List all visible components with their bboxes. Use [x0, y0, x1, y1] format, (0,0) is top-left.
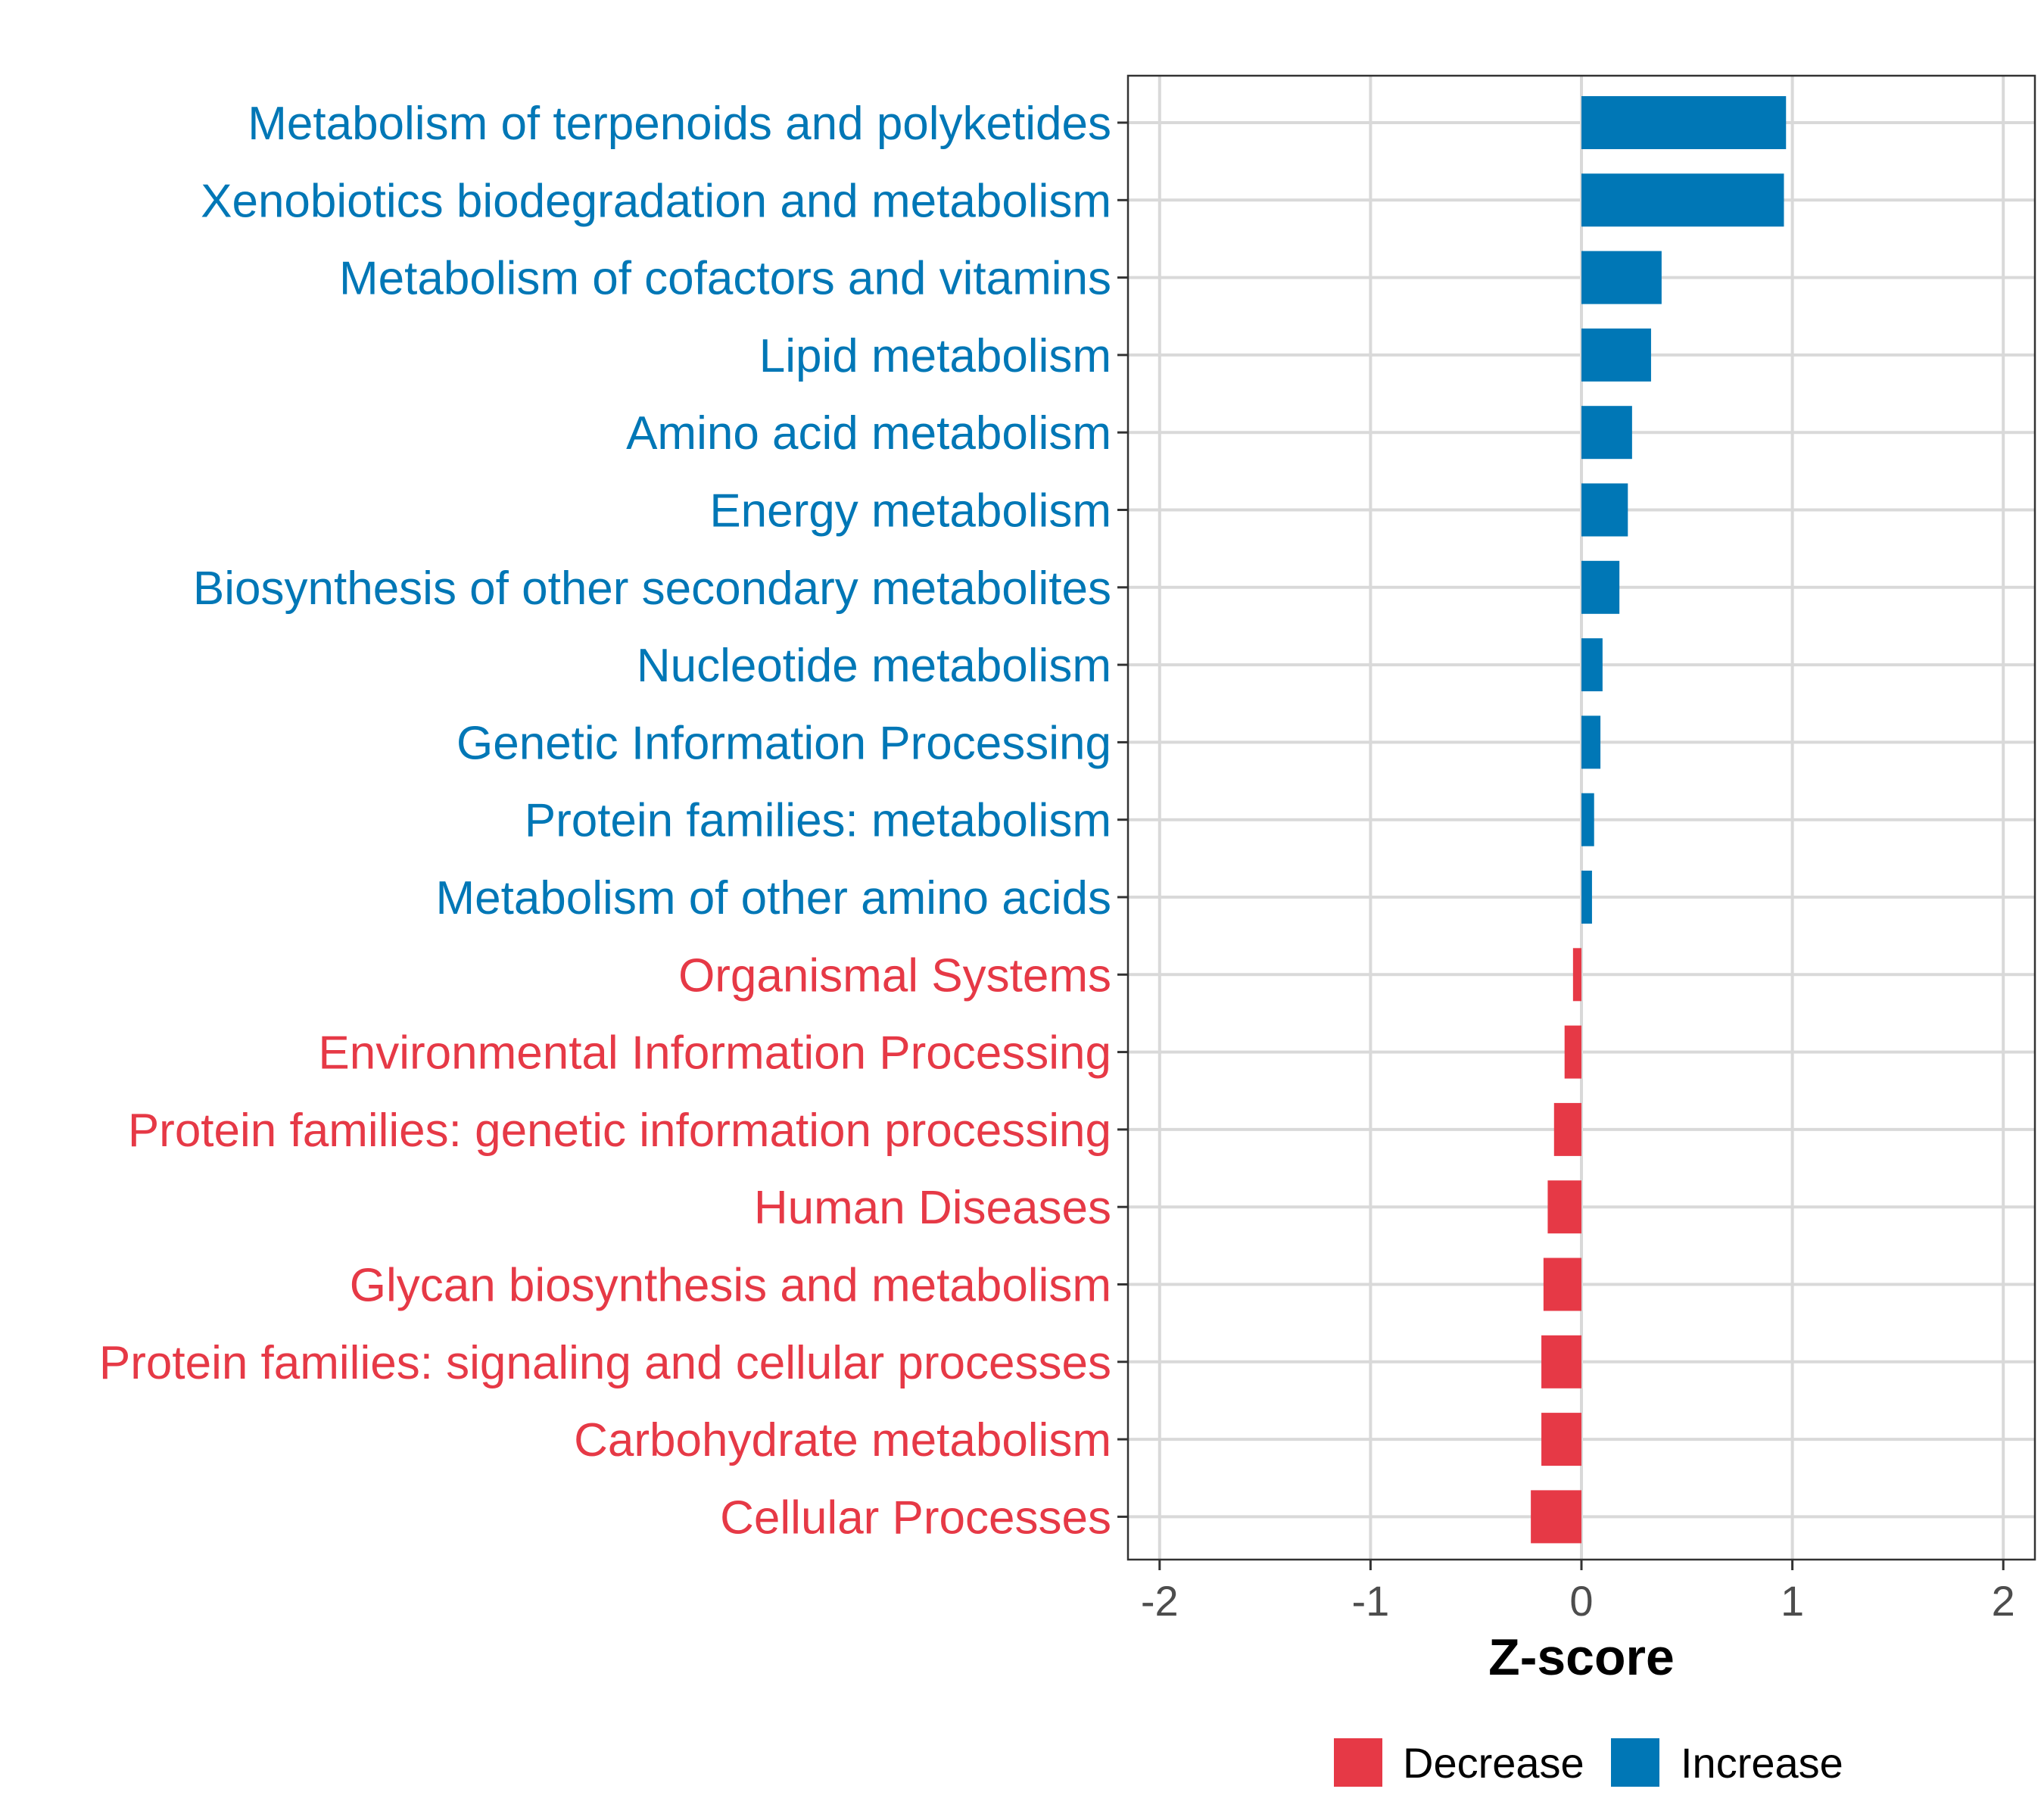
bar	[1581, 406, 1632, 460]
category-label: Metabolism of other amino acids	[435, 872, 1111, 924]
category-label: Biosynthesis of other secondary metaboli…	[193, 563, 1111, 615]
bar	[1581, 96, 1787, 149]
x-tick-label: 0	[1569, 1577, 1593, 1625]
bar	[1541, 1413, 1581, 1466]
category-label: Energy metabolism	[709, 485, 1111, 538]
bar	[1581, 483, 1628, 537]
bars	[1531, 96, 1787, 1544]
category-label: Carbohydrate metabolism	[574, 1414, 1111, 1466]
bar	[1581, 173, 1784, 227]
legend-key-decrease	[1334, 1738, 1382, 1787]
category-label: Metabolism of terpenoids and polyketides	[248, 98, 1111, 150]
category-label: Amino acid metabolism	[626, 407, 1111, 460]
x-tick-label: 1	[1781, 1577, 1804, 1625]
category-label: Genetic Information Processing	[456, 717, 1111, 769]
bar	[1541, 1335, 1581, 1388]
bar	[1572, 948, 1581, 1002]
bar	[1581, 793, 1594, 846]
y-axis-labels: Metabolism of terpenoids and polyketides…	[99, 98, 1111, 1544]
legend: Decrease Increase	[1334, 1738, 1843, 1787]
category-label: Organismal Systems	[678, 949, 1111, 1002]
bar	[1581, 715, 1601, 769]
x-axis-ticks	[1158, 1560, 2005, 1570]
bar	[1531, 1490, 1581, 1544]
category-label: Glycan biosynthesis and metabolism	[350, 1260, 1111, 1312]
y-axis-ticks	[1117, 121, 1128, 1518]
bar	[1581, 328, 1651, 382]
x-tick-label: 2	[1992, 1577, 2015, 1625]
category-label: Human Diseases	[754, 1182, 1111, 1234]
legend-label-increase: Increase	[1681, 1739, 1843, 1787]
bar	[1581, 560, 1620, 614]
bar	[1543, 1258, 1581, 1311]
legend-key-increase	[1611, 1738, 1659, 1787]
category-label: Metabolism of cofactors and vitamins	[339, 253, 1111, 305]
x-tick-label: -2	[1141, 1577, 1179, 1625]
category-label: Protein families: metabolism	[525, 795, 1111, 847]
bar	[1581, 871, 1592, 924]
category-label: Cellular Processes	[720, 1491, 1111, 1544]
category-label: Environmental Information Processing	[318, 1027, 1111, 1080]
x-axis-title: Z-score	[1488, 1628, 1675, 1686]
legend-label-decrease: Decrease	[1403, 1739, 1584, 1787]
bar	[1553, 1102, 1581, 1156]
bar	[1581, 638, 1603, 692]
x-tick-label: -1	[1351, 1577, 1389, 1625]
category-label: Xenobiotics biodegradation and metabolis…	[201, 175, 1111, 227]
bar	[1581, 251, 1662, 304]
bar	[1564, 1025, 1581, 1079]
bar	[1547, 1180, 1581, 1234]
category-label: Protein families: genetic information pr…	[128, 1105, 1111, 1157]
x-axis-labels: -2 -1 0 1 2	[1141, 1577, 2015, 1625]
category-label: Protein families: signaling and cellular…	[99, 1337, 1111, 1389]
category-label: Lipid metabolism	[759, 330, 1111, 382]
category-label: Nucleotide metabolism	[637, 640, 1111, 692]
